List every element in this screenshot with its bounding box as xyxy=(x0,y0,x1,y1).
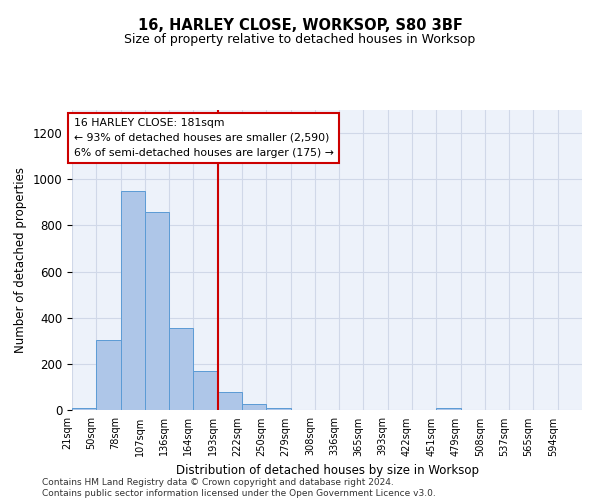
Bar xyxy=(96,340,121,410)
Bar xyxy=(436,408,461,410)
Bar xyxy=(193,371,218,410)
Bar xyxy=(266,408,290,410)
Text: 16 HARLEY CLOSE: 181sqm
← 93% of detached houses are smaller (2,590)
6% of semi-: 16 HARLEY CLOSE: 181sqm ← 93% of detache… xyxy=(74,118,334,158)
Bar xyxy=(169,328,193,410)
Bar xyxy=(72,408,96,410)
Bar xyxy=(242,404,266,410)
Text: Contains HM Land Registry data © Crown copyright and database right 2024.
Contai: Contains HM Land Registry data © Crown c… xyxy=(42,478,436,498)
Y-axis label: Number of detached properties: Number of detached properties xyxy=(14,167,27,353)
X-axis label: Distribution of detached houses by size in Worksop: Distribution of detached houses by size … xyxy=(176,464,479,477)
Text: Size of property relative to detached houses in Worksop: Size of property relative to detached ho… xyxy=(124,32,476,46)
Bar xyxy=(121,191,145,410)
Text: 16, HARLEY CLOSE, WORKSOP, S80 3BF: 16, HARLEY CLOSE, WORKSOP, S80 3BF xyxy=(137,18,463,32)
Bar xyxy=(145,212,169,410)
Bar xyxy=(218,392,242,410)
